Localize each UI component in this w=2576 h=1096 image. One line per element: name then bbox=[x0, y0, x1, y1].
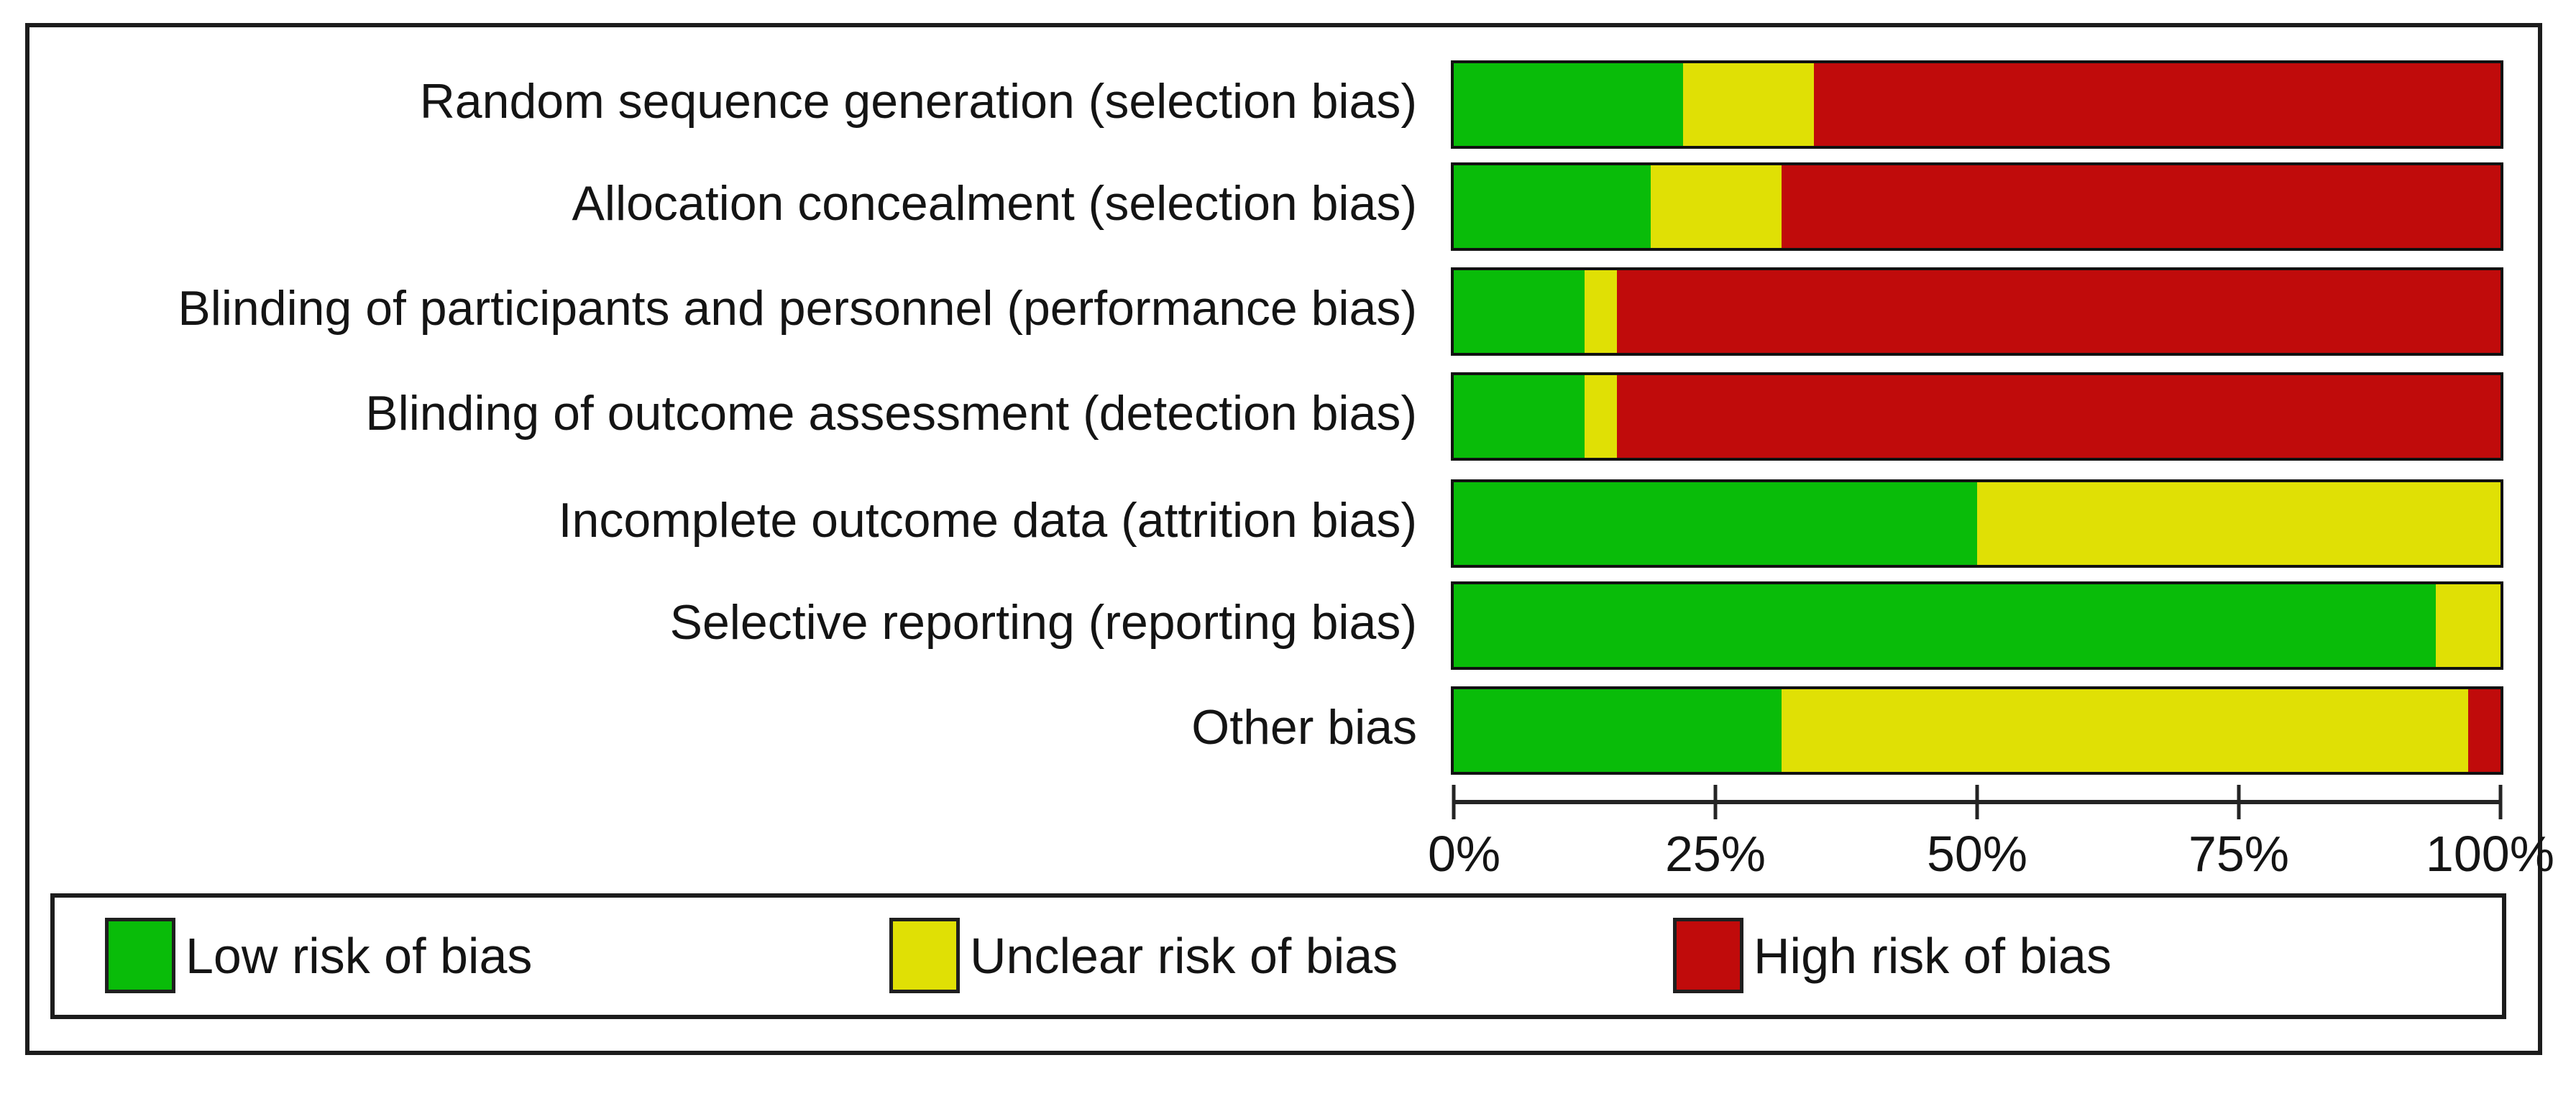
stacked-bar bbox=[1451, 372, 2503, 461]
low-risk-segment bbox=[1454, 689, 1782, 772]
bias-row-selective-reporting: Selective reporting (reporting bias) bbox=[29, 581, 2538, 670]
high-risk-swatch-icon bbox=[1673, 918, 1743, 993]
axis-tick bbox=[1452, 785, 1456, 819]
low-risk-segment bbox=[1454, 375, 1585, 458]
bias-category-label: Blinding of participants and personnel (… bbox=[178, 281, 1417, 336]
bias-category-label: Random sequence generation (selection bi… bbox=[419, 74, 1417, 129]
axis-tick bbox=[2237, 785, 2241, 819]
bias-row-incomplete-outcome-data: Incomplete outcome data (attrition bias) bbox=[29, 479, 2538, 568]
axis-tick-label: 25% bbox=[1664, 826, 1766, 882]
unclear-risk-segment bbox=[1682, 63, 1814, 146]
high-risk-segment bbox=[1617, 270, 2501, 353]
axis-tick-label: 100% bbox=[2425, 826, 2554, 882]
bias-row-blinding-outcome: Blinding of outcome assessment (detectio… bbox=[29, 372, 2538, 461]
axis-tick bbox=[2498, 785, 2503, 819]
unclear-risk-segment bbox=[2435, 584, 2501, 667]
low-risk-segment bbox=[1454, 584, 2436, 667]
legend-label: Low risk of bias bbox=[185, 928, 533, 984]
stacked-bar bbox=[1451, 479, 2503, 568]
bias-category-label: Other bias bbox=[1191, 700, 1417, 755]
stacked-bar bbox=[1451, 267, 2503, 356]
high-risk-segment bbox=[1781, 165, 2501, 248]
bias-category-label: Selective reporting (reporting bias) bbox=[669, 595, 1417, 650]
stacked-bar bbox=[1451, 60, 2503, 149]
unclear-risk-swatch-icon bbox=[889, 918, 960, 993]
axis-tick bbox=[1975, 785, 1979, 819]
bias-row-blinding-participants: Blinding of participants and personnel (… bbox=[29, 267, 2538, 356]
unclear-risk-segment bbox=[1650, 165, 1782, 248]
unclear-risk-segment bbox=[1585, 375, 1618, 458]
risk-of-bias-graph: Random sequence generation (selection bi… bbox=[25, 23, 2554, 1055]
high-risk-segment bbox=[1617, 375, 2501, 458]
axis-tick bbox=[1713, 785, 1718, 819]
legend-label: High risk of bias bbox=[1754, 928, 2112, 984]
high-risk-segment bbox=[1813, 63, 2501, 146]
stacked-bar bbox=[1451, 686, 2503, 775]
low-risk-segment bbox=[1454, 482, 1977, 565]
bias-row-random-sequence: Random sequence generation (selection bi… bbox=[29, 60, 2538, 149]
unclear-risk-segment bbox=[1585, 270, 1618, 353]
high-risk-segment bbox=[2467, 689, 2501, 772]
bias-category-label: Allocation concealment (selection bias) bbox=[572, 176, 1418, 231]
stacked-bar bbox=[1451, 162, 2503, 251]
low-risk-segment bbox=[1454, 165, 1651, 248]
axis-tick-label: 0% bbox=[1427, 826, 1501, 882]
x-axis: 0% 25% 50% 75% 100% bbox=[1428, 775, 2554, 919]
unclear-risk-segment bbox=[1781, 689, 2468, 772]
low-risk-segment bbox=[1454, 270, 1585, 353]
bias-row-other-bias: Other bias bbox=[29, 686, 2538, 775]
stacked-bar bbox=[1451, 581, 2503, 670]
low-risk-segment bbox=[1454, 63, 1683, 146]
unclear-risk-segment bbox=[1977, 482, 2501, 565]
axis-tick-label: 50% bbox=[1926, 826, 2028, 882]
legend: Low risk of bias Unclear risk of bias Hi… bbox=[50, 893, 2506, 1019]
bias-category-label: Blinding of outcome assessment (detectio… bbox=[365, 386, 1417, 441]
bias-category-label: Incomplete outcome data (attrition bias) bbox=[558, 493, 1417, 548]
low-risk-swatch-icon bbox=[105, 918, 175, 993]
axis-tick-label: 75% bbox=[2188, 826, 2290, 882]
bias-row-allocation-concealment: Allocation concealment (selection bias) bbox=[29, 162, 2538, 251]
legend-label: Unclear risk of bias bbox=[970, 928, 1398, 984]
